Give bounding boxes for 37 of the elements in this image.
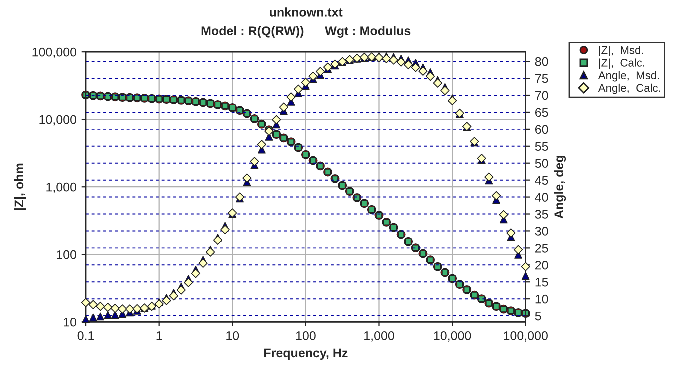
y-tick-label: 10,000 [40,115,77,126]
y-axis-title: |Z|, ohm [14,164,26,210]
y2-tick-label: 55 [535,142,548,152]
y-tick-label: 100 [57,250,77,260]
y-tick-label: 100,000 [32,48,77,58]
y2-tick-label: 25 [536,244,548,253]
x-tick-label: 1,000 [364,332,394,342]
x-axis-title: Frequency, Hz [264,348,348,360]
y2-tick-label: 5 [535,312,542,321]
y2-tick-label: 80 [535,57,548,66]
y2-tick-label: 30 [535,227,548,236]
y2-tick-label: 65 [536,108,548,118]
x-tick-label: 1 [156,332,162,340]
x-tick-label: 10,000 [434,332,472,342]
chart-title: unknown.txt [270,8,343,17]
legend-label: Angle, Calc. [598,84,660,94]
y2-tick-label: 75 [536,74,548,84]
y-tick-label: 10 [64,318,77,327]
x-tick-label: 10 [226,332,240,340]
y2-tick-label: 40 [535,193,548,202]
legend-label: Angle, Msd. [598,71,660,82]
y2-tick-label: 50 [535,159,548,168]
y2-tick-label: 60 [536,125,548,134]
legend-label: |Z|, Msd. [599,46,644,56]
x-tick-label: 100,000 [504,332,548,342]
chart-subtitle: Model : R(Q(RW)) Wgt : Modulus [202,26,411,38]
y2-tick-label: 35 [535,210,548,219]
y2-axis-title: Angle, deg [554,156,566,219]
legend-label: |Z|, Calc. [599,58,645,70]
y2-tick-label: 15 [536,278,548,287]
y2-tick-label: 10 [536,294,548,304]
x-tick-label: 0.1 [78,332,94,340]
y2-tick-label: 20 [536,260,548,270]
y2-tick-label: 45 [535,176,548,185]
y2-tick-label: 70 [536,91,548,100]
y-tick-label: 1,000 [46,182,77,194]
x-tick-label: 100 [296,332,316,340]
